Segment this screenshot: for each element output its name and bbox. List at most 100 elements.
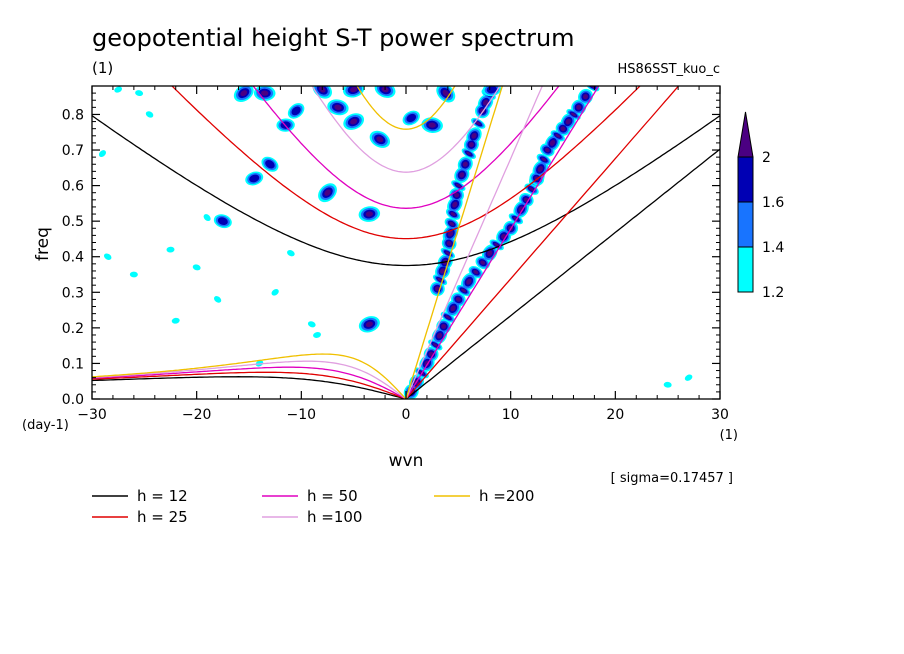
power-blob <box>576 104 582 110</box>
power-spot <box>684 374 693 381</box>
legend-label: h = 50 <box>307 487 358 505</box>
spot-level <box>287 250 295 257</box>
spot-level <box>114 86 122 93</box>
colorbar-extend-arrow <box>737 111 754 158</box>
power-spot <box>166 246 175 253</box>
dispersion-curve-kelvin <box>405 86 504 399</box>
spot-level <box>203 214 211 222</box>
colorbar-label: 1.2 <box>762 285 784 301</box>
power-spot <box>135 90 144 97</box>
colorbar-segment <box>737 246 754 293</box>
x-tick-label: −30 <box>77 407 107 423</box>
spot-level <box>313 332 321 338</box>
power-spot <box>271 288 279 296</box>
power-spot <box>402 110 420 126</box>
power-blob <box>450 212 456 217</box>
spot-level <box>129 271 138 278</box>
spot-level <box>217 217 228 226</box>
power-spot <box>343 113 365 130</box>
power-blob <box>447 230 454 237</box>
dispersion-curve-rossby <box>92 376 407 399</box>
y-axis-label: freq <box>33 227 53 261</box>
colorbar-label: 2 <box>762 150 771 166</box>
power-spot <box>287 250 295 257</box>
spot-level <box>192 264 201 271</box>
dispersion-curve-kelvin <box>405 86 600 399</box>
spot-level <box>261 90 269 96</box>
chart-subtitle-left: (1) <box>92 59 113 77</box>
power-spot <box>436 86 456 103</box>
y-tick-label: 0.1 <box>62 356 84 372</box>
dispersion-curve-ig <box>171 86 641 240</box>
power-spot <box>103 253 112 260</box>
power-spot <box>245 171 264 186</box>
legend-item: h =200 <box>434 487 534 505</box>
y-tick-label: 0.7 <box>62 143 84 159</box>
dispersion-curves <box>92 86 720 399</box>
y-tick-label: 0.4 <box>62 250 84 266</box>
power-blob <box>571 112 576 117</box>
power-spot <box>114 86 122 93</box>
spot-level <box>145 111 154 118</box>
dispersion-curve-kelvin <box>405 86 543 399</box>
legend-label: h = 25 <box>137 508 188 526</box>
spot-level <box>98 150 107 157</box>
dispersion-curve-ig <box>92 115 720 267</box>
power-spot <box>192 264 201 271</box>
power-blob <box>452 201 458 208</box>
spot-level <box>350 86 358 93</box>
power-spot <box>98 150 107 157</box>
dispersion-curve-rossby <box>92 366 407 399</box>
power-spot <box>318 183 337 203</box>
dispersion-curve-rossby <box>92 353 407 399</box>
power-blob <box>441 323 447 329</box>
y-tick-label: 0.6 <box>62 179 84 195</box>
spot-level <box>406 113 417 123</box>
power-blob <box>434 286 440 292</box>
power-spot <box>358 206 381 222</box>
x-tick-label: 30 <box>711 407 729 423</box>
dispersion-curve-kelvin <box>405 148 720 399</box>
spot-level <box>376 136 384 143</box>
y-tick-label: 0.2 <box>62 321 84 337</box>
spot-level <box>291 106 301 116</box>
power-spot <box>663 381 672 388</box>
colorbar-segment <box>737 201 754 248</box>
spot-level <box>265 160 275 169</box>
power-spot <box>129 271 138 278</box>
power-blob <box>440 268 446 274</box>
y-tick-label: 0.3 <box>62 285 84 301</box>
power-spot <box>203 214 211 222</box>
power-blob <box>482 99 489 106</box>
power-blob <box>445 251 451 255</box>
spot-level <box>663 381 672 388</box>
power-blob <box>455 183 461 188</box>
power-spot <box>261 156 279 172</box>
legend-label: h =200 <box>479 487 534 505</box>
power-blob <box>487 250 493 257</box>
spot-level <box>135 90 144 97</box>
power-blob <box>461 288 467 293</box>
power-spot <box>287 103 305 119</box>
y-tick-label: 0.5 <box>62 214 84 230</box>
dispersion-curve-rossby <box>92 371 407 399</box>
dispersion-curve-rossby <box>92 360 407 399</box>
spot-level <box>271 288 279 296</box>
power-blob <box>466 151 472 156</box>
chart-title: geopotential height S-T power spectrum <box>92 24 575 52</box>
dispersion-curve-kelvin <box>405 86 680 399</box>
spot-level <box>684 374 693 381</box>
spot-level <box>365 321 373 328</box>
spot-level <box>240 90 248 97</box>
power-blob <box>446 241 452 246</box>
power-spot <box>171 317 180 324</box>
x-tick-label: −20 <box>182 407 212 423</box>
spot-level <box>334 104 342 111</box>
power-blob <box>466 278 472 285</box>
power-blob <box>565 118 571 125</box>
spot-level <box>249 174 260 183</box>
power-blob <box>468 142 474 148</box>
legend-item: h =100 <box>262 508 362 526</box>
power-blob <box>459 172 465 178</box>
